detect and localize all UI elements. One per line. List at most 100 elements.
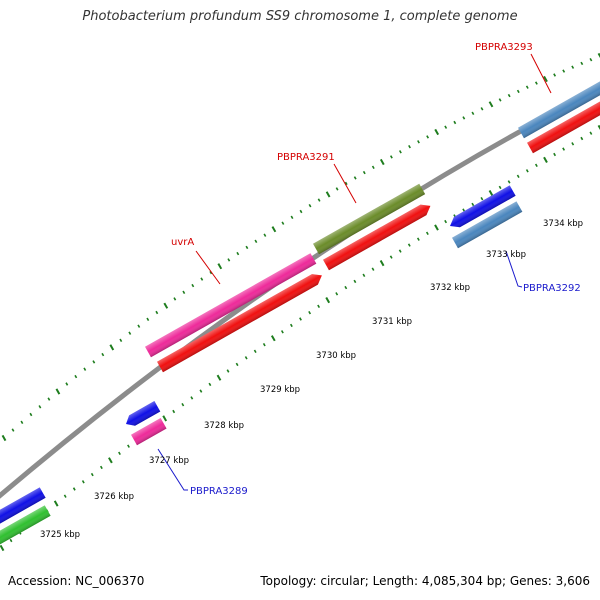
outer-tick-row (1, 52, 600, 442)
inner-tick-mark (118, 451, 121, 455)
inner-tick-mark (462, 208, 466, 212)
outer-tick-mark (47, 397, 51, 401)
inner-tick-mark (580, 136, 584, 141)
outer-tick-mark (11, 428, 15, 432)
outer-tick-mark (553, 73, 557, 77)
outer-tick-mark (128, 331, 132, 335)
inner-tick-mark (407, 243, 411, 247)
inner-tick-mark (199, 389, 203, 393)
outer-tick-mark (271, 226, 277, 233)
outer-tick-mark (426, 135, 430, 139)
outer-tick-mark (408, 145, 411, 149)
outer-tick-mark (299, 209, 303, 214)
gene-label-pbpra3293[interactable]: PBPRA3293 (475, 42, 533, 53)
pbpra3292-leader-line (505, 250, 523, 288)
scale-labels: 3725 kbp 3726 kbp 3727 kbp 3728 kbp 3729 kbp… (40, 219, 583, 540)
pbpra3289-leader-line (157, 448, 188, 491)
outer-tick-mark (182, 290, 186, 294)
inner-tick-mark (516, 174, 520, 178)
outer-tick-mark (317, 198, 321, 202)
inner-tick-mark (235, 362, 239, 367)
outer-tick-mark (589, 58, 593, 62)
pbpra3293-leader-line (530, 53, 552, 94)
inner-tick-mark (416, 237, 420, 241)
map-title: Photobacterium profundum SS9 chromosome … (82, 9, 518, 24)
outer-tick-mark (65, 382, 69, 386)
inner-tick-mark (162, 415, 168, 422)
inner-tick-mark (344, 285, 348, 290)
outer-tick-mark (20, 420, 24, 424)
inner-tick-mark (325, 296, 331, 304)
gene-label-pbpra3291[interactable]: PBPRA3291 (277, 152, 335, 163)
inner-tick-mark (317, 304, 321, 308)
inner-tick-mark (226, 369, 230, 373)
outer-tick-mark (362, 170, 366, 175)
gene-label-pbpra3292[interactable]: PBPRA3292 (523, 283, 581, 294)
outer-tick-mark (308, 204, 312, 208)
inner-tick-mark (81, 480, 85, 484)
outer-tick-mark (281, 221, 285, 225)
inner-tick-mark (371, 267, 375, 271)
inner-tick-mark (589, 131, 593, 135)
outer-tick-mark (245, 245, 249, 250)
inner-tick-mark (562, 147, 566, 151)
inner-tick-mark (99, 465, 103, 470)
inner-tick-mark (571, 142, 575, 146)
inner-tick-mark (90, 472, 94, 477)
inner-tick-mark (425, 231, 429, 235)
inner-tick-mark (308, 311, 312, 315)
outer-tick-mark (290, 215, 294, 219)
inner-tick-mark (480, 197, 484, 201)
scale-label: 3728 kbp (204, 421, 244, 431)
outer-tick-mark (74, 374, 78, 379)
outer-tick-mark (444, 125, 448, 129)
outer-tick-mark (83, 367, 87, 371)
scale-label: 3725 kbp (40, 530, 80, 540)
outer-tick-mark (227, 258, 231, 262)
outer-tick-mark (236, 251, 240, 256)
outer-tick-mark (92, 360, 96, 364)
outer-tick-mark (263, 233, 267, 237)
outer-tick-mark (173, 297, 177, 301)
outer-tick-mark (38, 405, 42, 409)
genome-summary-text: Topology: circular; Length: 4,085,304 bp… (260, 574, 590, 588)
outer-tick-mark (498, 98, 502, 102)
inner-tick-mark (289, 323, 293, 328)
outer-tick-mark (462, 116, 466, 120)
gene-label-uvra[interactable]: uvrA (171, 237, 194, 248)
scale-label: 3733 kbp (486, 250, 526, 260)
inner-tick-mark (244, 356, 248, 360)
scale-label: 3727 kbp (149, 456, 189, 466)
inner-tick-mark (335, 292, 339, 296)
inner-tick-mark (9, 538, 13, 543)
inner-tick-mark (553, 152, 557, 157)
outer-tick-mark (254, 239, 258, 243)
outer-tick-mark (398, 150, 402, 154)
outer-tick-mark (434, 128, 440, 136)
inner-tick-mark (525, 169, 529, 173)
outer-tick-mark (109, 344, 115, 351)
inner-tick-mark (444, 219, 448, 224)
inner-tick-mark (108, 457, 113, 464)
inner-tick-mark (262, 343, 266, 347)
outer-tick-mark (379, 158, 385, 166)
outer-tick-mark (55, 388, 61, 395)
outer-tick-mark (571, 65, 575, 69)
outer-tick-mark (101, 352, 105, 357)
outer-tick-mark (534, 81, 538, 85)
inner-tick-mark (63, 494, 67, 498)
outer-tick-mark (217, 263, 223, 270)
inner-tick-mark (181, 403, 185, 407)
outer-tick-mark (335, 187, 339, 191)
gene-label-pbpra3289[interactable]: PBPRA3289 (190, 486, 248, 497)
outer-tick-mark (325, 191, 331, 198)
outer-tick-mark (480, 107, 484, 111)
inner-tick-mark (208, 382, 212, 387)
outer-tick-mark (543, 75, 548, 83)
inner-tick-mark (172, 409, 176, 414)
scale-label: 3726 kbp (94, 492, 134, 502)
outer-tick-mark (516, 89, 520, 94)
inner-tick-mark (597, 124, 600, 132)
scale-label: 3732 kbp (430, 283, 470, 293)
